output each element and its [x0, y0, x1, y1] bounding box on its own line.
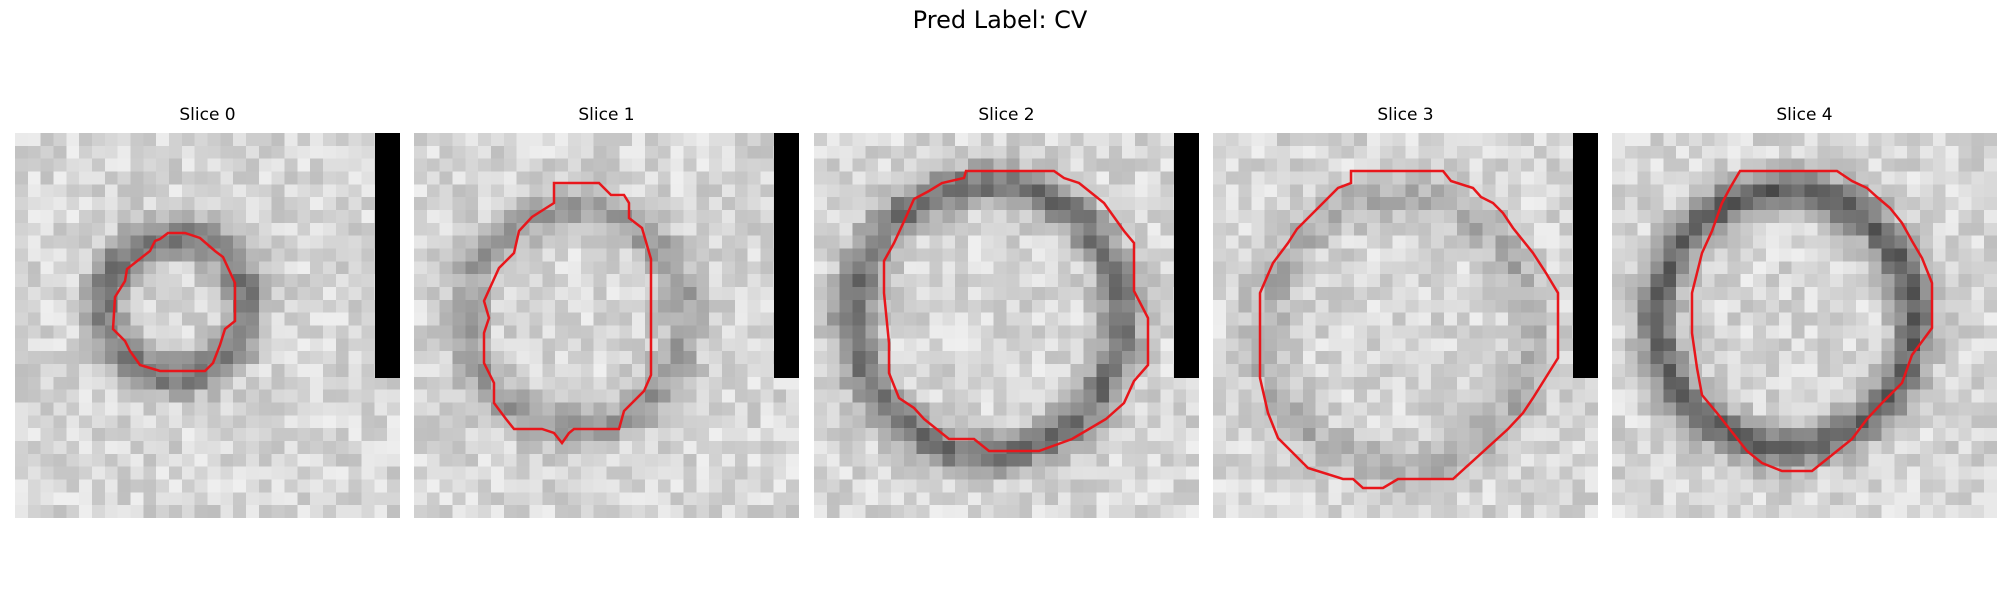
- contour-overlay: [1690, 169, 1934, 473]
- slice-image: [15, 133, 400, 518]
- slice-image: [1612, 133, 1997, 518]
- segmentation-contour: [482, 181, 653, 446]
- segmentation-contour: [1690, 169, 1934, 473]
- segmentation-contour: [882, 169, 1150, 453]
- contour-overlay: [111, 133, 400, 378]
- contour-overlay: [1258, 133, 1598, 490]
- slice-title: Slice 3: [1377, 105, 1434, 125]
- grayscale-slice: [15, 133, 400, 518]
- segmentation-contour: [111, 231, 237, 373]
- slice-title: Slice 2: [978, 105, 1035, 125]
- slice-title: Slice 1: [578, 105, 635, 125]
- mask-bar: [1573, 133, 1598, 378]
- mask-bar: [1174, 133, 1199, 378]
- contour-overlay: [882, 133, 1199, 453]
- grayscale-slice: [814, 133, 1199, 518]
- mask-bar: [375, 133, 400, 378]
- grayscale-slice: [414, 133, 799, 518]
- segmentation-contour: [1258, 169, 1560, 490]
- slice-image: [1213, 133, 1598, 518]
- slice-image: [414, 133, 799, 518]
- grayscale-slice: [1213, 133, 1598, 518]
- slice-image: [814, 133, 1199, 518]
- mask-bar: [774, 133, 799, 378]
- slice-title: Slice 0: [179, 105, 236, 125]
- figure-title: Pred Label: CV: [912, 6, 1088, 34]
- contour-overlay: [482, 133, 799, 446]
- slice-title: Slice 4: [1776, 105, 1833, 125]
